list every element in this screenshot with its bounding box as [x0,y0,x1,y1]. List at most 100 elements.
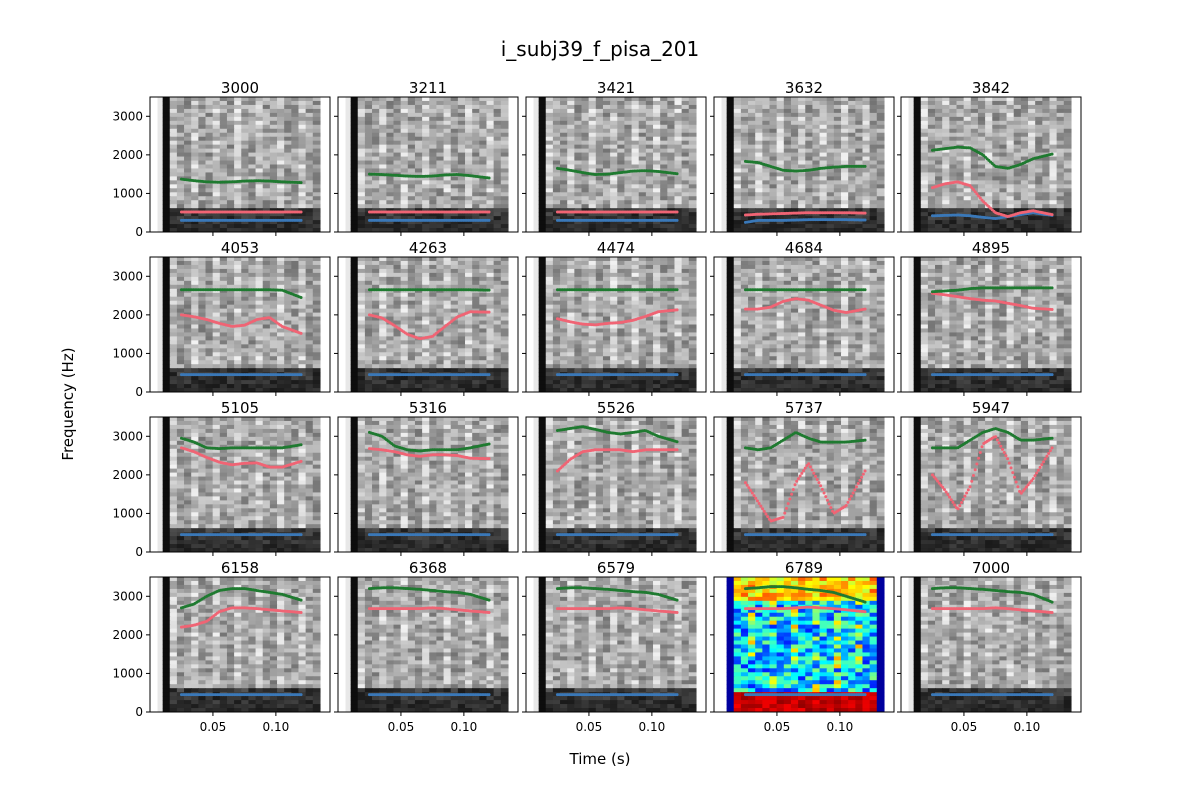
spectrogram-image [526,417,706,552]
formant-f2-point [803,466,807,470]
formant-f2-track [743,297,867,315]
formant-f1-point [863,218,867,222]
formant-f1-point [487,533,491,537]
formant-f2-point [675,610,679,614]
formant-f2-point [968,485,972,489]
x-tick-label: 0.05 [576,720,603,734]
subplot-plot-area [714,417,894,552]
formant-f3-track [555,425,679,444]
spectrogram-image [714,417,894,552]
formant-f1-track [743,373,867,377]
formant-f1-track [367,373,491,377]
formant-f1-point [1050,693,1054,697]
formant-f2-point [1050,213,1054,217]
formant-f2-point [973,190,977,194]
formant-f2-point [953,503,957,507]
formant-f2-point [1026,483,1030,487]
formant-f1-point [675,533,679,537]
formant-f2-point [1009,466,1013,470]
formant-f2-point [755,499,759,503]
formant-f2-point [958,504,962,508]
formant-f2-point [960,500,964,504]
formant-f2-point [764,512,768,516]
subplot-plot-area [150,257,330,392]
spectrogram-image [714,97,894,232]
formant-f2-track [179,210,303,214]
formant-f3-point [487,442,491,446]
formant-f2-point [1028,481,1032,485]
formant-f1-point [863,693,867,697]
spectrogram-image [714,577,894,712]
formant-f3-point [299,443,303,447]
formant-f2-point [487,610,491,614]
formant-f2-point [800,471,804,475]
formant-f2-point [997,441,1001,445]
x-tick-label: 0.10 [451,720,478,734]
formant-f1-track [179,373,303,377]
y-axis-label: Frequency (Hz) [59,347,77,460]
subplot: 4263 [334,239,519,396]
formant-f3-track [930,586,1054,604]
formant-f3-track [555,586,679,602]
formant-f1-track [367,693,491,697]
formant-f2-point [743,481,747,485]
formant-f2-point [749,488,753,492]
formant-f2-track [743,605,867,614]
formant-f2-point [858,478,862,482]
formant-f2-point [783,511,787,515]
formant-f2-point [754,496,758,500]
formant-f2-point [829,506,833,510]
formant-f2-point [1050,307,1054,311]
subplot: 3211 [334,79,519,236]
formant-f2-point [788,497,792,501]
formant-f2-point [820,487,824,491]
subplot-title: 6579 [597,559,635,577]
formant-f3-track [179,587,303,610]
spectrogram-image [901,97,1081,232]
spectrogram-image [901,257,1081,392]
subplot-frame [900,576,1082,713]
formant-f2-point [781,515,785,519]
formant-f2-point [978,196,982,200]
subplot-title: 6789 [785,559,823,577]
formant-f2-point [951,500,955,504]
formant-f2-point [971,188,975,192]
subplot: 5737 [710,399,895,556]
spectrogram-image [338,257,518,392]
formant-f1-track [555,533,679,537]
formant-f1-track [179,533,303,537]
formant-f3-point [487,288,491,292]
subplot-frame [149,416,331,553]
formant-f1-track [367,218,491,222]
formant-f2-point [812,471,816,475]
x-tick-label: 0.05 [951,720,978,734]
formant-f2-point [299,459,303,463]
formant-f2-point [802,469,806,473]
formant-f2-point [944,490,948,494]
subplot-plot-area [150,97,330,232]
formant-f2-point [825,498,829,502]
formant-f2-point [861,472,865,476]
formant-f2-point [817,481,821,485]
formant-f2-point [675,210,679,214]
formant-f2-point [1040,463,1044,467]
subplot-title: 5316 [409,399,447,417]
formant-f1-point [487,373,491,377]
formant-f2-point [761,507,765,511]
formant-f2-point [807,462,811,466]
subplot-title: 3000 [221,79,259,97]
formant-f2-point [863,610,867,614]
formant-f3-point [299,181,303,185]
formant-f2-point [299,210,303,214]
y-tick-label: 2000 [112,308,143,322]
formant-f2-point [1014,480,1018,484]
formant-f3-point [675,288,679,292]
formant-f2-point [299,610,303,614]
subplot-title: 6368 [409,559,447,577]
formant-f3-point [863,600,867,604]
formant-f2-point [791,488,795,492]
formant-f2-track [555,448,679,473]
subplot: 0 1000 2000 3000 3000 [112,79,331,239]
formant-f2-point [930,473,934,477]
